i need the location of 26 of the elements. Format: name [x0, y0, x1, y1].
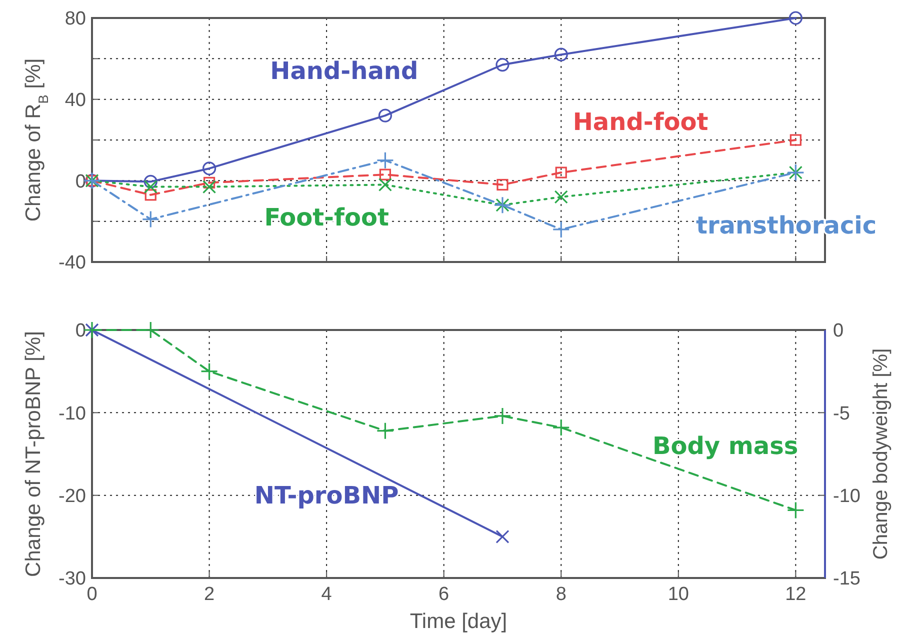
y2-tick-label: -15 — [833, 568, 860, 590]
series-label: NT-proBNP — [254, 482, 399, 510]
y-tick-label: -20 — [58, 486, 86, 507]
series-label: Foot-foot — [264, 203, 389, 232]
x-tick-label: 12 — [785, 584, 806, 605]
x-tick-label: 4 — [321, 584, 332, 605]
y-tick-label: -40 — [58, 252, 86, 274]
series-label: Hand-foot — [572, 108, 708, 136]
y-tick-label: 0 — [75, 320, 86, 342]
y-tick-label: 80 — [64, 8, 86, 30]
y-tick-label: 40 — [64, 90, 86, 111]
x-tick-label: 2 — [204, 584, 215, 605]
x-tick-label: 10 — [668, 584, 689, 605]
x-tick-label: 6 — [438, 584, 450, 605]
y2-tick-label: -10 — [833, 486, 860, 507]
y-tick-label: 0 — [75, 171, 86, 192]
y-tick-label: -10 — [58, 403, 86, 424]
y2-tick-label: 0 — [833, 320, 844, 342]
y-tick-label: -30 — [58, 568, 86, 590]
x-tick-label: 8 — [556, 584, 566, 605]
series-label: Hand-hand — [270, 57, 418, 85]
y2-tick-label: -5 — [833, 403, 850, 424]
series-label: Body mass — [652, 432, 798, 460]
y-axis-title: Change of NT-proBNP [%] — [22, 331, 45, 577]
y2-axis-title: Change bodyweight [%] — [870, 348, 892, 560]
x-axis-title: Time [day] — [410, 610, 508, 633]
